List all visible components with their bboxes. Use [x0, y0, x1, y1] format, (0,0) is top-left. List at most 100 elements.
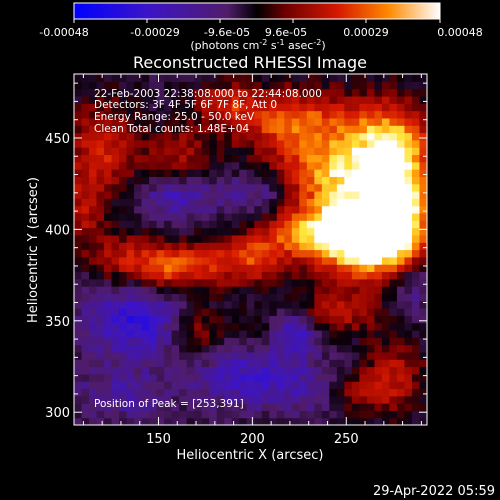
heatmap-cell	[306, 337, 315, 346]
heatmap-cell	[179, 161, 188, 170]
heatmap-cell	[186, 271, 195, 280]
heatmap-cell	[344, 417, 353, 425]
heatmap-cell	[374, 169, 383, 177]
heatmap-cell	[329, 315, 338, 324]
heatmap-cell	[276, 205, 285, 214]
heatmap-cell	[134, 337, 143, 346]
heatmap-cell	[314, 212, 323, 221]
heatmap-cell	[329, 110, 338, 119]
heatmap-cell	[314, 286, 323, 294]
heatmap-cell	[194, 315, 203, 324]
heatmap-cell	[344, 271, 353, 280]
heatmap-cell	[359, 139, 368, 148]
heatmap-cell	[389, 344, 398, 353]
heatmap-cell	[359, 117, 368, 126]
heatmap-cell	[314, 366, 323, 375]
heatmap-cell	[149, 242, 158, 251]
heatmap-cell	[74, 359, 83, 368]
heatmap-cell	[149, 308, 158, 316]
heatmap-cell	[329, 249, 338, 258]
heatmap-cell	[141, 154, 150, 163]
heatmap-cell	[261, 373, 270, 382]
heatmap-cell	[216, 417, 225, 425]
heatmap-cell	[89, 417, 98, 425]
heatmap-cell	[231, 169, 240, 177]
heatmap-cell	[89, 169, 98, 177]
heatmap-cell	[104, 293, 113, 302]
heatmap-cell	[246, 337, 255, 346]
heatmap-cell	[411, 373, 421, 382]
heatmap-cell	[111, 264, 120, 273]
heatmap-cell	[419, 359, 427, 368]
heatmap-cell	[149, 417, 158, 425]
heatmap-cell	[246, 88, 255, 97]
heatmap-cell	[74, 410, 83, 419]
heatmap-cell	[381, 220, 391, 229]
heatmap-cell	[194, 403, 203, 411]
heatmap-cell	[141, 161, 150, 170]
heatmap-cell	[119, 410, 128, 419]
heatmap-cell	[359, 205, 368, 214]
heatmap-cell	[171, 286, 180, 294]
heatmap-cell	[164, 293, 173, 302]
heatmap-cell	[164, 417, 173, 425]
heatmap-cell	[306, 198, 315, 207]
heatmap-cell	[164, 351, 173, 360]
heatmap-cell	[134, 373, 143, 382]
heatmap-cell	[179, 169, 188, 177]
heatmap-cell	[314, 403, 323, 411]
heatmap-cell	[209, 264, 218, 273]
heatmap-cell	[216, 300, 225, 309]
heatmap-cell	[396, 359, 406, 368]
heatmap-cell	[96, 227, 105, 236]
heatmap-cell	[209, 110, 218, 119]
heatmap-cell	[254, 147, 263, 156]
heatmap-cell	[396, 74, 406, 82]
heatmap-cell	[381, 359, 391, 368]
heatmap-cell	[261, 256, 270, 265]
heatmap-cell	[254, 132, 263, 141]
heatmap-cell	[254, 198, 263, 207]
heatmap-cell	[269, 278, 278, 287]
heatmap-cell	[389, 359, 398, 368]
heatmap-cell	[224, 256, 233, 265]
heatmap-cell	[149, 300, 158, 309]
heatmap-cell	[419, 410, 427, 419]
heatmap-cell	[171, 249, 180, 258]
heatmap-cell	[299, 271, 308, 280]
heatmap-cell	[126, 234, 135, 243]
heatmap-cell	[119, 139, 128, 148]
heatmap-cell	[269, 308, 278, 316]
heatmap-cell	[194, 154, 203, 163]
heatmap-cell	[126, 220, 135, 229]
heatmap-cell	[291, 74, 300, 82]
heatmap-cell	[284, 176, 293, 185]
heatmap-cell	[74, 308, 83, 316]
heatmap-cell	[201, 125, 210, 134]
heatmap-cell	[156, 154, 165, 163]
heatmap-cell	[366, 81, 376, 90]
heatmap-cell	[254, 242, 263, 251]
heatmap-cell	[201, 176, 210, 185]
heatmap-cell	[194, 395, 203, 404]
heatmap-cell	[359, 74, 368, 82]
heatmap-cell	[344, 205, 353, 214]
heatmap-cell	[141, 322, 150, 331]
heatmap-cell	[141, 227, 150, 236]
heatmap-cell	[344, 300, 353, 309]
heatmap-cell	[246, 161, 255, 170]
heatmap-cell	[336, 366, 345, 375]
heatmap-cell	[201, 256, 210, 265]
heatmap-cell	[269, 234, 278, 243]
heatmap-cell	[329, 154, 338, 163]
heatmap-cell	[419, 300, 427, 309]
heatmap-cell	[126, 242, 135, 251]
heatmap-cell	[216, 337, 225, 346]
heatmap-cell	[126, 117, 135, 126]
heatmap-cell	[81, 293, 90, 302]
heatmap-cell	[284, 191, 293, 199]
heatmap-cell	[321, 234, 330, 243]
x-axis-ticks: 150 200 250	[82, 74, 422, 447]
heatmap-cell	[246, 366, 255, 375]
heatmap-cell	[389, 381, 398, 390]
